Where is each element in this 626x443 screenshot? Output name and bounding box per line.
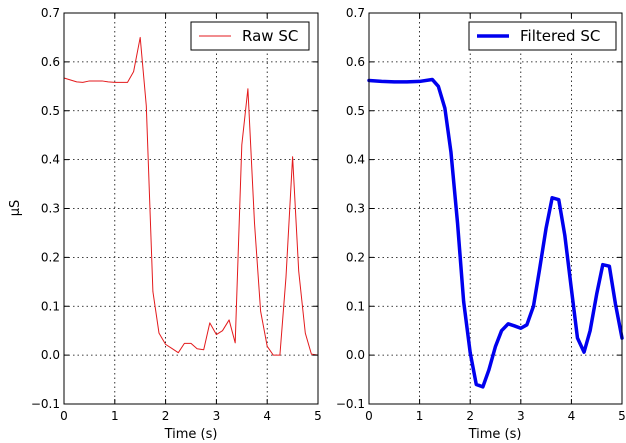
- filtered-x-tick-label: 4: [568, 409, 576, 423]
- filtered-x-tick-label: 0: [365, 409, 373, 423]
- raw-x-tick-label: 1: [111, 409, 119, 423]
- filtered-legend-label: Filtered SC: [520, 27, 600, 45]
- filtered-x-tick-label: 1: [416, 409, 424, 423]
- raw-y-tick-label: 0.0: [41, 348, 60, 362]
- filtered-y-tick-label: 0.7: [346, 6, 365, 20]
- raw-y-ticks: −0.1 0.0 0.1 0.2 0.3 0.4 0.5 0.6 0.7: [31, 6, 318, 411]
- filtered-x-tick-label: 5: [618, 409, 626, 423]
- raw-legend-label: Raw SC: [242, 27, 298, 45]
- filtered-x-tick-label: 2: [466, 409, 474, 423]
- raw-y-tick-label: 0.1: [41, 299, 60, 313]
- filtered-series-line: [367, 77, 624, 389]
- filtered-y-tick-label: −0.1: [336, 397, 365, 411]
- raw-y-tick-label: 0.7: [41, 6, 60, 20]
- filtered-y-ticks: −0.1 0.0 0.1 0.2 0.3 0.4 0.5 0.6 0.7: [336, 6, 622, 411]
- raw-y-tick-label: −0.1: [31, 397, 60, 411]
- raw-x-tick-label: 3: [213, 409, 221, 423]
- raw-y-tick-label: 0.6: [41, 55, 60, 69]
- filtered-sc-panel: 0 1 2 3 4 5 −0.1 0.0 0.1 0.2 0.3 0.4 0.5 0.6 0.7 Time…: [336, 6, 626, 442]
- raw-gridlines: [64, 13, 318, 404]
- filtered-legend: Filtered SC: [468, 21, 617, 51]
- raw-y-tick-label: 0.4: [41, 153, 60, 167]
- raw-y-tick-label: 0.3: [41, 202, 60, 216]
- raw-y-axis-label: μS: [8, 200, 23, 217]
- raw-x-ticks: 0 1 2 3 4 5: [60, 13, 322, 423]
- raw-series-line: [63, 36, 319, 356]
- raw-y-tick-label: 0.5: [41, 104, 60, 118]
- filtered-y-tick-label: 0.2: [346, 250, 365, 264]
- filtered-y-tick-label: 0.6: [346, 55, 365, 69]
- raw-y-tick-label: 0.2: [41, 250, 60, 264]
- filtered-gridlines: [369, 13, 622, 404]
- filtered-y-tick-label: 0.0: [346, 348, 365, 362]
- raw-x-axis-label: Time (s): [164, 427, 218, 442]
- filtered-legend-box: [468, 21, 617, 51]
- raw-legend: Raw SC: [190, 21, 310, 51]
- filtered-x-tick-label: 3: [517, 409, 525, 423]
- filtered-x-axis-label: Time (s): [468, 427, 522, 442]
- filtered-x-ticks: 0 1 2 3 4 5: [365, 13, 626, 423]
- filtered-y-tick-label: 0.1: [346, 299, 365, 313]
- filtered-y-tick-label: 0.4: [346, 153, 365, 167]
- filtered-series-layer: [367, 77, 624, 389]
- filtered-y-tick-label: 0.5: [346, 104, 365, 118]
- raw-x-tick-label: 5: [314, 409, 322, 423]
- raw-series-layer: [63, 36, 319, 356]
- filtered-y-tick-label: 0.3: [346, 202, 365, 216]
- raw-x-tick-label: 4: [263, 409, 271, 423]
- raw-x-tick-label: 2: [162, 409, 170, 423]
- raw-x-tick-label: 0: [60, 409, 68, 423]
- raw-sc-panel: 0 1 2 3 4 5 −0.1 0.0 0.1 0.2 0.3 0.4 0.5 0.6 0.7 Time…: [8, 6, 322, 442]
